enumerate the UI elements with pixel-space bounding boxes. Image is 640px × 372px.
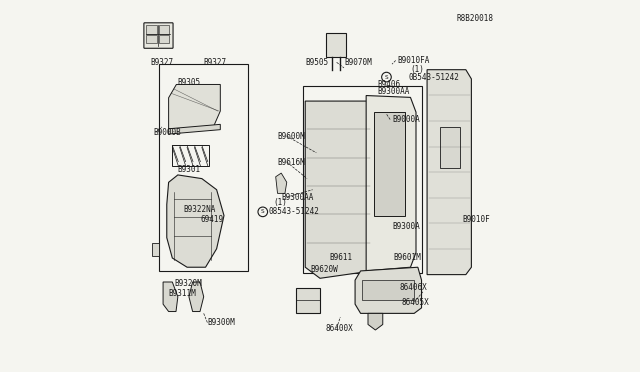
Text: B9301: B9301 bbox=[178, 165, 201, 174]
Polygon shape bbox=[427, 70, 472, 275]
Polygon shape bbox=[167, 175, 224, 267]
Bar bbox=[172, 145, 209, 166]
Bar bbox=[326, 33, 346, 57]
Text: B9505: B9505 bbox=[305, 58, 328, 67]
Text: B9300M: B9300M bbox=[207, 318, 235, 327]
Bar bbox=[303, 86, 422, 273]
Text: B9300A: B9300A bbox=[392, 222, 420, 231]
Text: B9320M: B9320M bbox=[174, 279, 202, 288]
Polygon shape bbox=[276, 173, 287, 193]
Text: B9305: B9305 bbox=[178, 78, 201, 87]
Polygon shape bbox=[368, 313, 383, 330]
Bar bbox=[159, 64, 248, 271]
Bar bbox=[374, 112, 405, 215]
Bar bbox=[147, 25, 157, 33]
Text: (1): (1) bbox=[410, 65, 424, 74]
Text: B9406: B9406 bbox=[377, 80, 401, 89]
Text: B9010F: B9010F bbox=[462, 215, 490, 224]
Bar bbox=[296, 288, 320, 313]
Text: B9010FA: B9010FA bbox=[397, 56, 430, 65]
Text: B9000B: B9000B bbox=[153, 128, 181, 137]
Text: 69419: 69419 bbox=[200, 215, 223, 224]
Text: B9300AA: B9300AA bbox=[281, 193, 314, 202]
Text: B9600M: B9600M bbox=[278, 132, 305, 141]
Text: S: S bbox=[261, 209, 265, 214]
Text: 86406X: 86406X bbox=[399, 283, 427, 292]
Text: B9300AA: B9300AA bbox=[377, 87, 410, 96]
Text: B9620W: B9620W bbox=[311, 264, 339, 273]
Text: 86400X: 86400X bbox=[326, 324, 353, 333]
Text: (1): (1) bbox=[274, 198, 288, 207]
FancyBboxPatch shape bbox=[144, 23, 173, 48]
Text: B9611: B9611 bbox=[329, 253, 353, 263]
Text: R8B20018: R8B20018 bbox=[456, 13, 493, 22]
Text: B9070M: B9070M bbox=[344, 58, 372, 67]
Bar bbox=[362, 280, 414, 301]
Bar bbox=[152, 243, 159, 256]
Bar bbox=[159, 35, 170, 43]
Bar bbox=[147, 35, 157, 43]
Polygon shape bbox=[163, 282, 178, 311]
Polygon shape bbox=[366, 96, 416, 271]
Polygon shape bbox=[168, 84, 220, 129]
Bar bbox=[440, 127, 460, 167]
Text: B9000A: B9000A bbox=[392, 115, 420, 124]
Text: B9327: B9327 bbox=[150, 58, 173, 67]
Text: B9327: B9327 bbox=[204, 58, 227, 67]
Polygon shape bbox=[168, 124, 220, 134]
Text: B9601M: B9601M bbox=[394, 253, 422, 263]
Polygon shape bbox=[305, 101, 372, 278]
Text: B9322NA: B9322NA bbox=[184, 205, 216, 215]
Text: B9616M: B9616M bbox=[278, 157, 305, 167]
Polygon shape bbox=[355, 267, 422, 313]
Bar bbox=[159, 25, 170, 33]
Polygon shape bbox=[189, 282, 204, 311]
Text: 86405X: 86405X bbox=[401, 298, 429, 307]
Text: 0B543-51242: 0B543-51242 bbox=[408, 73, 460, 81]
Text: S: S bbox=[385, 74, 388, 80]
Text: 08543-51242: 08543-51242 bbox=[268, 207, 319, 217]
Text: B9311M: B9311M bbox=[168, 289, 196, 298]
